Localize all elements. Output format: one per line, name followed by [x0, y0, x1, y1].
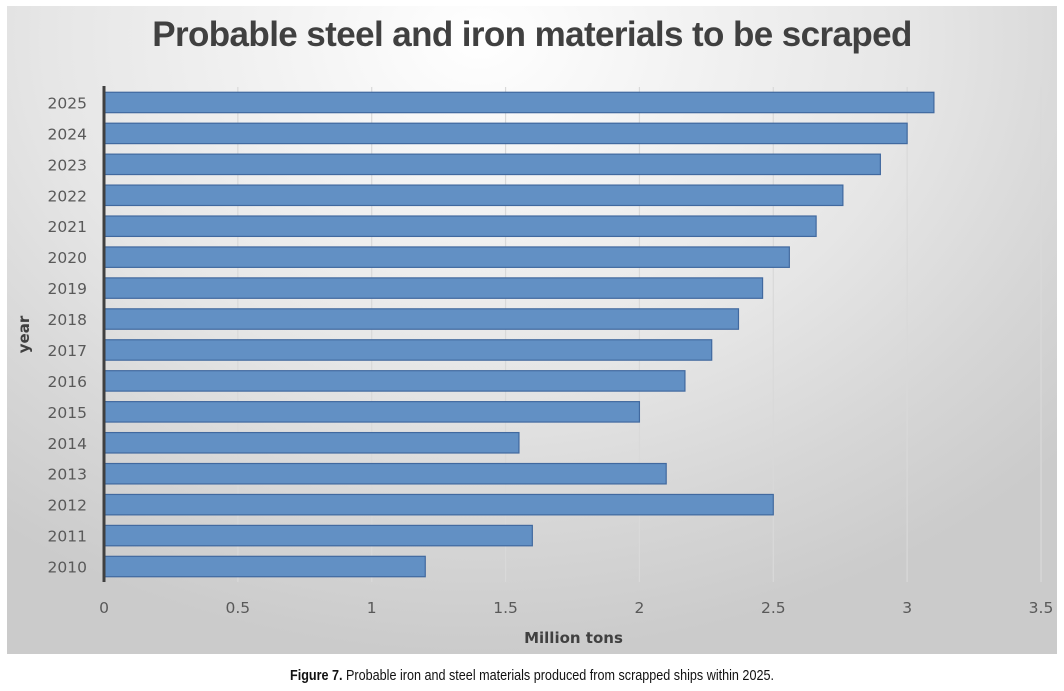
bar-chart: Probable steel and iron materials to be …: [15, 15, 1053, 647]
bar-2025: [103, 91, 935, 114]
bar-2011: [103, 524, 533, 547]
y-tick-label-2025: 2025: [48, 94, 87, 112]
bar-2012: [103, 493, 774, 516]
bar-2018: [103, 308, 740, 330]
x-axis-tick-labels: 0 0.5 1 1.5 2 2.5 3 3.5: [99, 599, 1053, 617]
figure-label: Figure 7.: [290, 667, 343, 684]
bar-2017: [103, 339, 713, 361]
y-tick-label-2014: 2014: [48, 435, 87, 453]
bar-2016: [103, 370, 686, 392]
bar-2024: [103, 122, 908, 145]
y-tick-label-2012: 2012: [48, 497, 87, 515]
x-tick-label-0.5: 0.5: [226, 599, 251, 617]
y-tick-label-2019: 2019: [48, 280, 87, 298]
y-axis-title: year: [15, 315, 33, 353]
y-tick-label-2021: 2021: [48, 218, 87, 236]
x-tick-label-3: 3: [902, 599, 912, 617]
bars: [103, 91, 935, 578]
y-tick-label-2013: 2013: [48, 466, 87, 484]
bar-2020: [103, 246, 790, 268]
x-tick-label-0: 0: [99, 599, 109, 617]
x-tick-label-1.5: 1.5: [493, 599, 518, 617]
bar-2014: [103, 431, 520, 454]
y-tick-label-2015: 2015: [48, 404, 87, 422]
y-tick-label-2024: 2024: [48, 125, 87, 143]
y-tick-label-2022: 2022: [48, 187, 87, 205]
bar-2023: [103, 153, 881, 176]
y-tick-label-2016: 2016: [48, 373, 87, 391]
bar-2015: [103, 401, 641, 423]
y-tick-label-2017: 2017: [48, 342, 87, 360]
y-tick-label-2020: 2020: [48, 249, 87, 267]
y-tick-label-2018: 2018: [48, 311, 87, 329]
figure-caption: Figure 7. Probable iron and steel materi…: [85, 667, 979, 684]
y-tick-label-2011: 2011: [48, 528, 87, 546]
chart-panel: Probable steel and iron materials to be …: [7, 6, 1057, 654]
bar-2022: [103, 184, 844, 207]
x-tick-label-2: 2: [634, 599, 644, 617]
bar-2021: [103, 215, 817, 238]
y-axis-tick-labels: 2025 2024 2023 2022 2021 2020 2019 2018 2017 2016…: [48, 94, 87, 576]
figure-caption-text: Probable iron and steel materials produc…: [342, 667, 774, 684]
y-tick-label-2023: 2023: [48, 156, 87, 174]
x-tick-label-3.5: 3.5: [1029, 599, 1054, 617]
x-axis-title: Million tons: [524, 629, 623, 647]
x-tick-label-1: 1: [367, 599, 377, 617]
bar-2019: [103, 277, 764, 299]
bar-2010: [103, 555, 426, 578]
bar-2013: [103, 462, 667, 485]
chart-title: Probable steel and iron materials to be …: [152, 15, 912, 54]
x-tick-label-2.5: 2.5: [761, 599, 786, 617]
y-tick-label-2010: 2010: [48, 559, 87, 577]
